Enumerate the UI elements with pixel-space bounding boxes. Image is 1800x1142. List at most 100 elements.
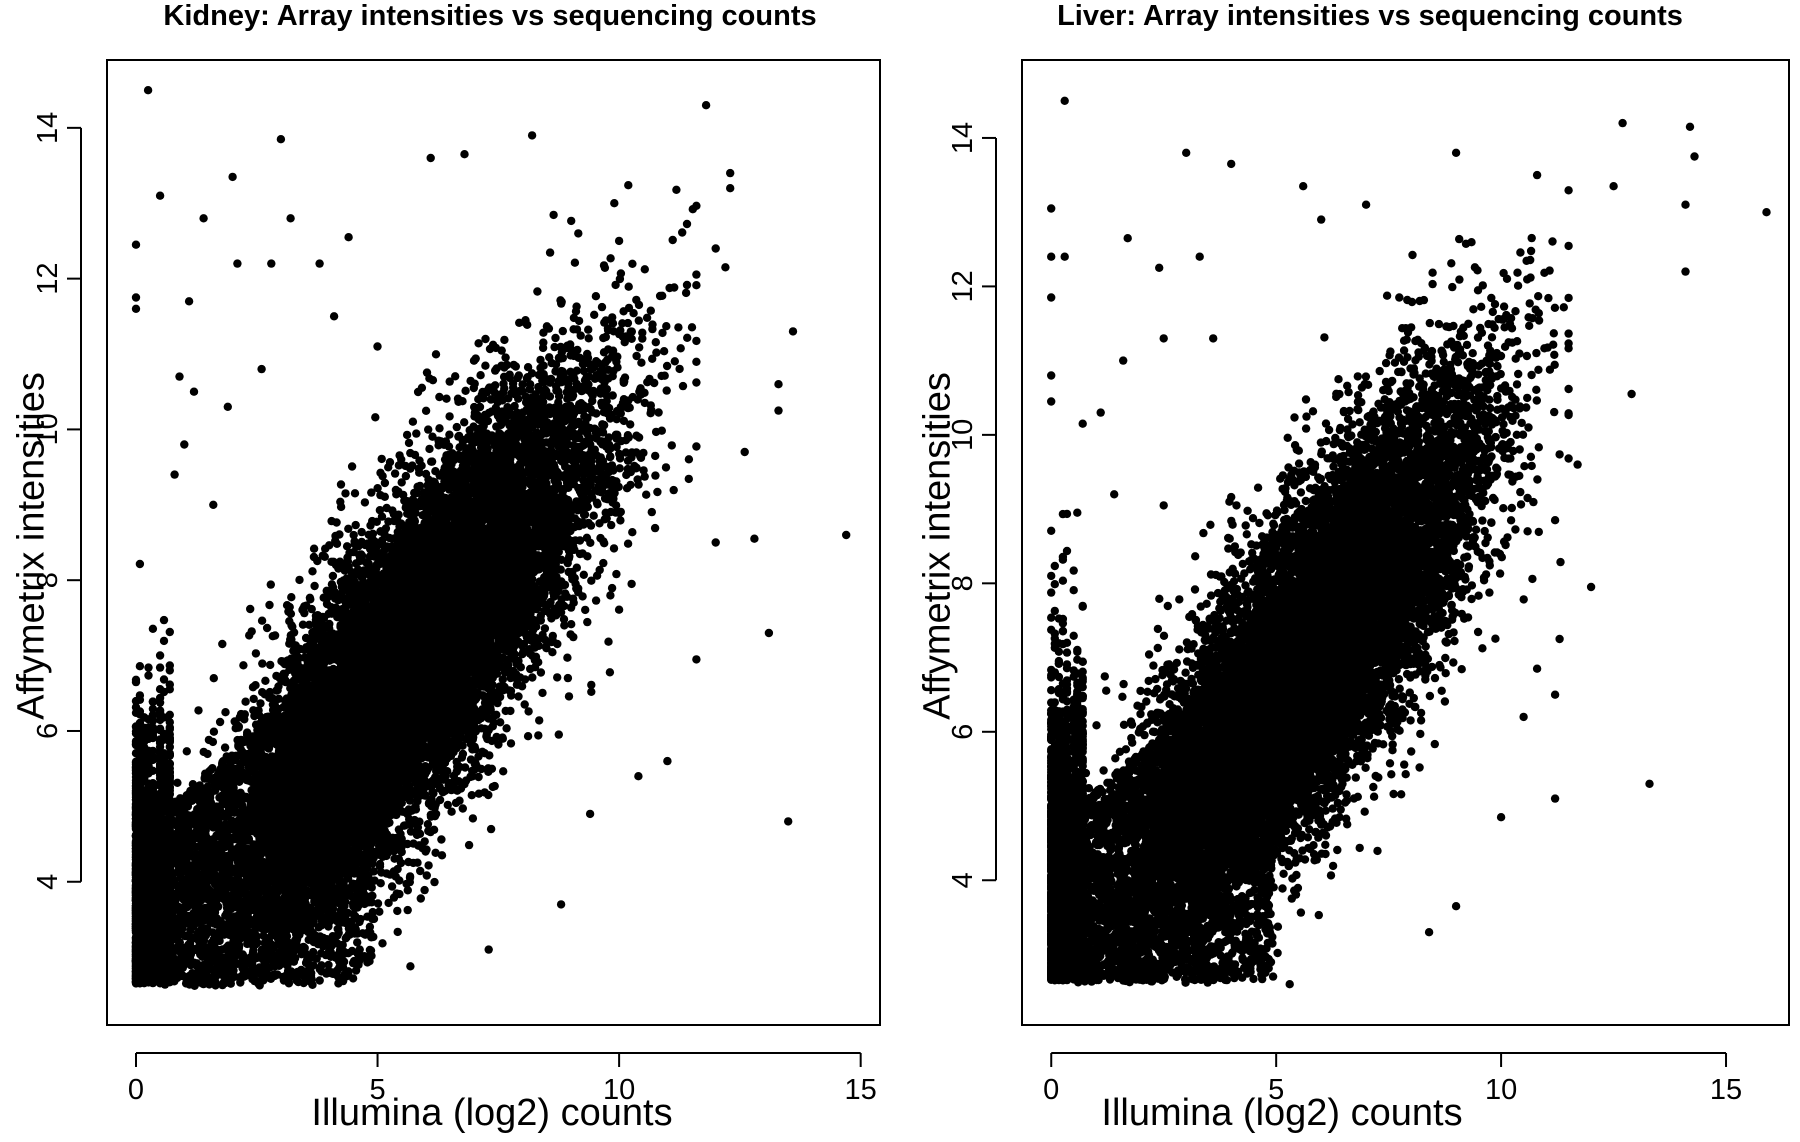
scatter-points [131, 86, 851, 990]
scatter-point [648, 354, 657, 363]
scatter-point [148, 887, 158, 896]
scatter-point [165, 725, 174, 734]
scatter-point [148, 969, 158, 978]
scatter-point [604, 637, 613, 646]
scatter-point [140, 888, 149, 897]
scatter-point [148, 934, 158, 943]
scatter-point [148, 710, 158, 720]
scatter-point [131, 831, 141, 841]
scatter-point [405, 872, 415, 881]
scatter-point [623, 539, 633, 548]
scatter-point [662, 361, 672, 371]
scatter-point [144, 841, 153, 850]
scatter-point [675, 364, 684, 374]
scatter-point [218, 639, 227, 649]
scatter-point [135, 691, 145, 700]
scatter-point [135, 778, 145, 787]
scatter-point [593, 500, 602, 509]
scatter-point [140, 750, 149, 759]
scatter-point [131, 765, 141, 774]
scatter-point [215, 717, 225, 727]
scatter-point [148, 912, 158, 921]
scatter-point [148, 624, 158, 633]
scatter-point [144, 977, 153, 986]
scatter-point [642, 313, 652, 322]
scatter-point [155, 754, 165, 763]
scatter-point [155, 663, 165, 672]
scatter-point [148, 833, 158, 842]
scatter-point [159, 615, 169, 625]
scatter-point [682, 219, 692, 229]
scatter-point [131, 787, 141, 796]
scatter-point [239, 661, 248, 670]
scatter-point [140, 735, 149, 745]
scatter-point [131, 921, 141, 931]
scatter-point [351, 520, 360, 530]
kidney-chart-panel: Kidney: Array intensities vs sequencing … [11, 0, 881, 1134]
scatter-point [135, 950, 145, 960]
scatter-point [131, 977, 141, 986]
scatter-point [667, 441, 676, 450]
scatter-point [131, 906, 141, 915]
scatter-point [387, 882, 397, 891]
scatter-point [144, 767, 153, 777]
scatter-point [287, 593, 296, 602]
scatter-point [140, 833, 149, 843]
scatter-point [642, 490, 651, 499]
scatter-point [155, 651, 165, 660]
scatter-point [135, 810, 145, 819]
scatter-point [135, 964, 145, 974]
scatter-point [148, 821, 158, 830]
scatter-point [131, 727, 141, 736]
scatter-point [579, 570, 588, 579]
scatter-point [155, 698, 165, 707]
scatter-point [131, 708, 141, 717]
scatter-point [421, 406, 431, 415]
scatter-point [144, 955, 153, 964]
scatter-point [148, 900, 158, 909]
scatter-point [377, 454, 386, 464]
scatter-point [148, 869, 158, 878]
scatter-point [628, 259, 637, 268]
scatter-point [148, 732, 158, 742]
scatter-point [131, 876, 141, 886]
scatter-point [131, 934, 141, 943]
scatter-point [590, 310, 599, 319]
scatter-point [533, 287, 542, 296]
scatter-point [144, 921, 153, 930]
scatter-point [481, 334, 490, 344]
scatter-point [165, 718, 174, 727]
scatter-point [220, 743, 230, 752]
scatter-point [131, 896, 141, 905]
scatter-point [159, 636, 169, 646]
scatter-point [148, 805, 158, 814]
scatter-point [135, 559, 145, 569]
scatter-point [131, 677, 141, 687]
scatter-point [148, 697, 158, 706]
scatter-point [131, 738, 141, 748]
scatter-point [165, 627, 174, 637]
scatter-point [144, 671, 153, 680]
scatter-point [148, 876, 158, 885]
scatter-point [165, 733, 174, 742]
scatter-point [165, 661, 174, 670]
scatter-point [624, 282, 633, 291]
scatter-point [452, 422, 461, 432]
scatter-point [140, 713, 149, 722]
scatter-point [474, 772, 483, 782]
scatter-point [406, 962, 415, 971]
scatter-point [135, 856, 145, 866]
scatter-point [155, 706, 165, 715]
scatter-point [144, 663, 153, 672]
scatter-point [165, 710, 174, 719]
scatter-point [634, 316, 643, 325]
scatter-point [135, 662, 145, 671]
scatter-point [209, 727, 219, 736]
scatter-point [148, 752, 158, 761]
scatter-point [144, 780, 153, 789]
scatter-point [148, 704, 158, 713]
scatter-point [165, 680, 174, 689]
scatter-point [140, 799, 149, 808]
scatter-point [131, 846, 141, 855]
